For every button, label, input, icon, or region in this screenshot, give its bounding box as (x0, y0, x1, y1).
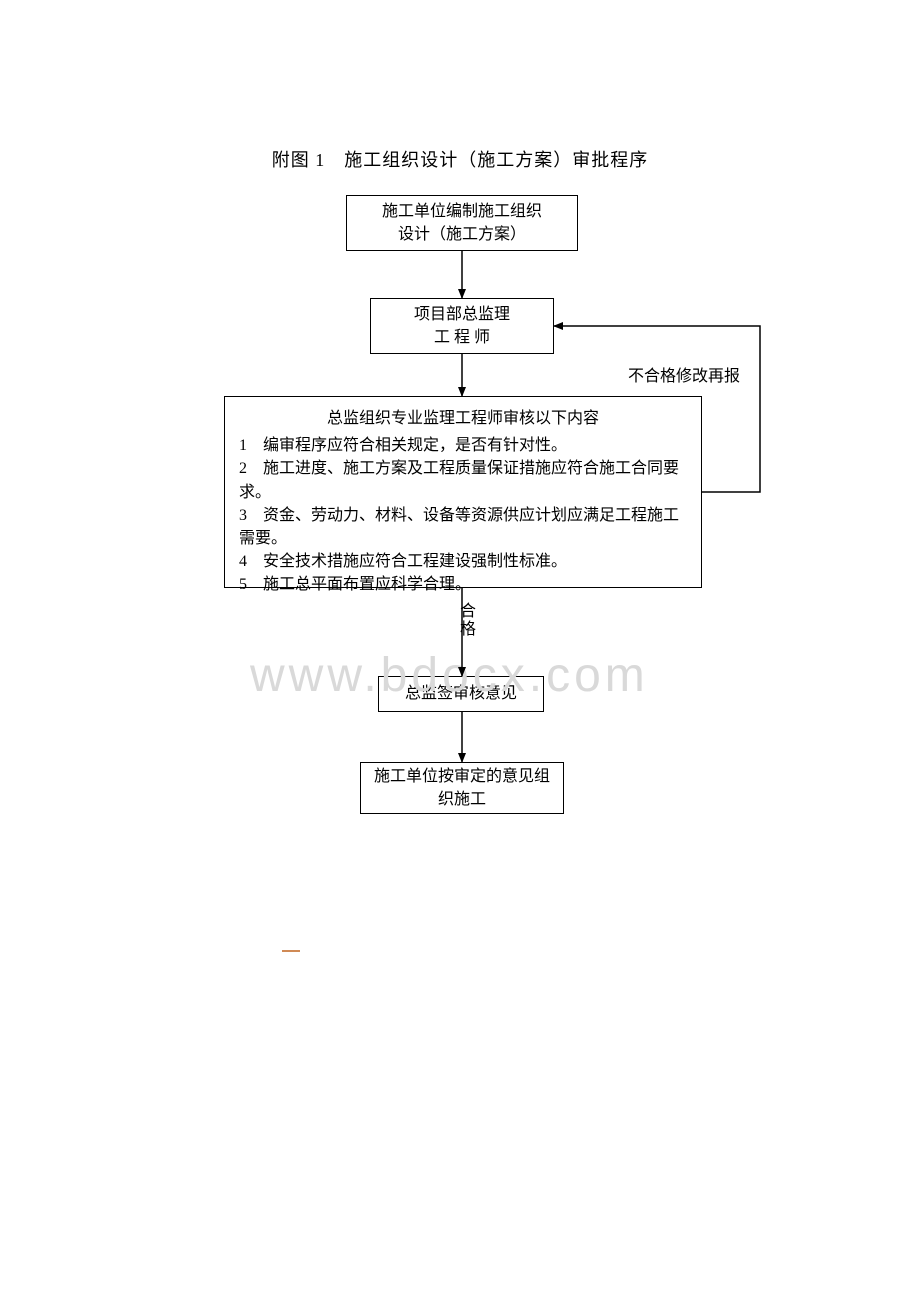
page-title: 附图 1 施工组织设计（施工方案）审批程序 (0, 146, 920, 172)
node-text: 设计（施工方案） (357, 223, 567, 246)
node-review-content: 总监组织专业监理工程师审核以下内容 1 编审程序应符合相关规定，是否有针对性。2 … (224, 396, 702, 588)
node-item: 3 资金、劳动力、材料、设备等资源供应计划应满足工程施工需要。 (239, 504, 687, 550)
node-item: 4 安全技术措施应符合工程建设强制性标准。 (239, 550, 687, 573)
node-item: 2 施工进度、施工方案及工程质量保证措施应符合施工合同要求。 (239, 457, 687, 503)
node-item: 1 编审程序应符合相关规定，是否有针对性。 (239, 434, 687, 457)
node-item: 5 施工总平面布置应科学合理。 (239, 573, 687, 596)
node-construct: 施工单位按审定的意见组织施工 (360, 762, 564, 814)
node-text: 施工单位编制施工组织 (357, 200, 567, 223)
node-text: 施工单位按审定的意见组 (371, 765, 553, 788)
node-prepare: 施工单位编制施工组织设计（施工方案） (346, 195, 578, 251)
node-supervisor: 项目部总监理工 程 师 (370, 298, 554, 354)
node-text: 织施工 (371, 788, 553, 811)
label-fail: 不合格修改再报 (628, 362, 740, 386)
node-text: 项目部总监理 (381, 303, 543, 326)
node-text: 总监签审核意见 (389, 682, 533, 705)
node-text: 工 程 师 (381, 326, 543, 349)
node-sign-opinion: 总监签审核意见 (378, 676, 544, 712)
label-pass: 合格 (453, 602, 477, 638)
node-heading: 总监组织专业监理工程师审核以下内容 (239, 407, 687, 430)
decorative-dash (282, 950, 300, 952)
